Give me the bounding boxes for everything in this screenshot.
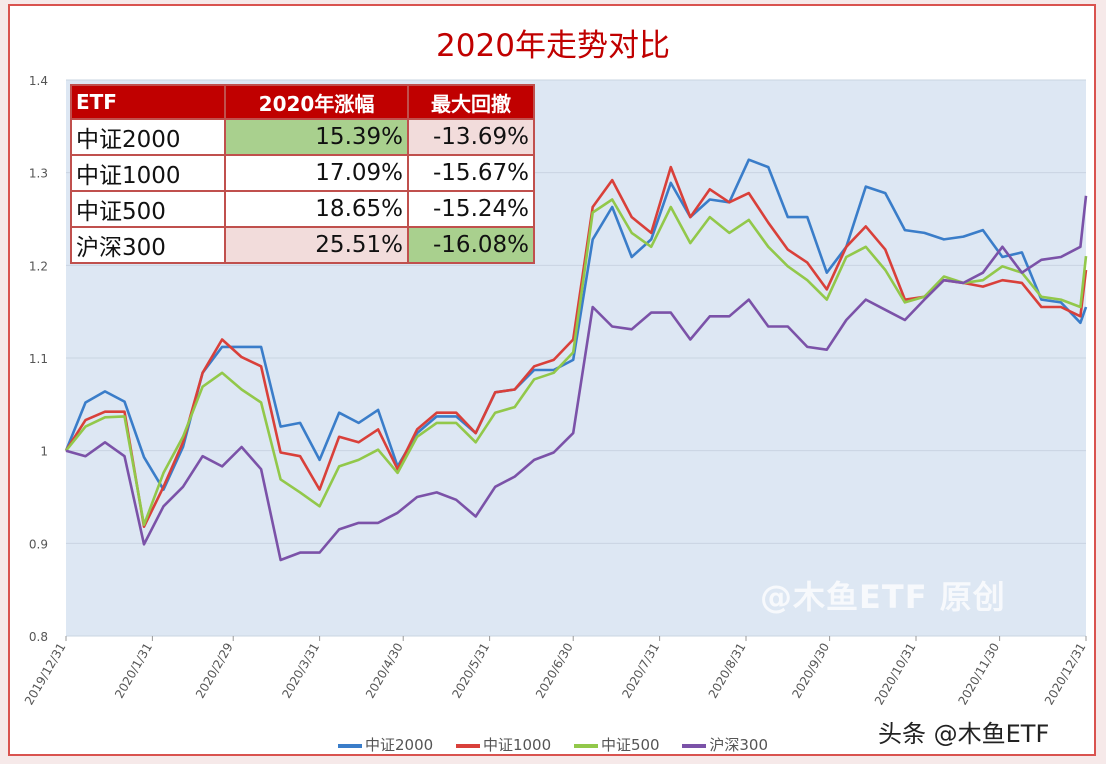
chart-title: 2020年走势对比 xyxy=(436,28,670,64)
y-tick-label: 0.9 xyxy=(29,537,48,551)
drawdown-cell: -15.67% xyxy=(407,154,535,192)
x-tick-label: 2020/12/31 xyxy=(1042,641,1089,708)
y-tick-label: 1.1 xyxy=(29,352,48,366)
legend-swatch xyxy=(338,743,362,748)
drawdown-cell: -15.24% xyxy=(407,190,535,228)
legend-label: 中证2000 xyxy=(365,736,434,754)
etf-name: 中证500 xyxy=(70,190,226,228)
summary-table: ETF 2020年涨幅 最大回撤 中证2000 15.39% -13.69% 中… xyxy=(70,84,535,264)
gain-cell: 15.39% xyxy=(224,118,409,156)
legend-item: 中证1000 xyxy=(455,734,552,755)
legend-item: 中证500 xyxy=(573,734,660,755)
x-tick-label: 2020/2/29 xyxy=(193,641,236,701)
watermark: @木鱼ETF 原创 xyxy=(760,578,1006,616)
drawdown-cell: -16.08% xyxy=(407,226,535,264)
table-row: 中证1000 17.09% -15.67% xyxy=(70,154,535,192)
x-tick-label: 2020/5/31 xyxy=(449,641,492,701)
y-tick-label: 0.8 xyxy=(29,630,48,644)
y-tick-label: 1.2 xyxy=(29,259,48,273)
x-tick-label: 2020/4/30 xyxy=(363,641,406,701)
gain-cell: 18.65% xyxy=(224,190,409,228)
x-tick-label: 2020/3/31 xyxy=(279,641,322,701)
legend-item: 中证2000 xyxy=(338,734,433,755)
gain-cell: 25.51% xyxy=(224,226,409,264)
y-tick-label: 1 xyxy=(40,445,48,459)
header-drawdown: 最大回撤 xyxy=(407,84,535,120)
x-tick-label: 2020/6/30 xyxy=(533,641,576,701)
table-header-row: ETF 2020年涨幅 最大回撤 xyxy=(70,84,535,120)
x-tick-label: 2020/1/31 xyxy=(112,641,155,701)
series-line-中证2000 xyxy=(64,158,1088,491)
x-tick-label: 2020/9/30 xyxy=(789,641,832,701)
series-line-沪深300 xyxy=(65,195,1088,562)
table-row: 中证2000 15.39% -13.69% xyxy=(70,118,535,156)
etf-name: 中证1000 xyxy=(70,154,226,192)
x-tick-label: 2020/11/30 xyxy=(955,641,1002,708)
x-tick-label: 2020/10/31 xyxy=(872,641,919,708)
legend-swatch xyxy=(455,743,480,748)
chart-legend: 中证2000 中证1000 中证500 沪深300 xyxy=(0,734,1106,755)
drawdown-cell: -13.69% xyxy=(407,118,535,156)
y-tick-label: 1.4 xyxy=(29,74,48,88)
legend-swatch xyxy=(573,743,598,748)
brand-label: 头条 @木鱼ETF xyxy=(878,720,1050,748)
legend-label: 中证500 xyxy=(600,736,660,754)
legend-label: 中证1000 xyxy=(482,736,552,754)
header-gain: 2020年涨幅 xyxy=(224,84,409,120)
x-tick-label: 2019/12/31 xyxy=(22,641,69,708)
table-row: 中证500 18.65% -15.24% xyxy=(70,190,535,228)
x-tick-label: 2020/7/31 xyxy=(619,641,662,701)
series-line-中证500 xyxy=(64,198,1088,527)
gain-cell: 17.09% xyxy=(224,154,409,192)
x-tick-label: 2020/8/31 xyxy=(706,641,749,701)
etf-name: 中证2000 xyxy=(70,118,226,156)
legend-swatch xyxy=(682,743,707,748)
y-tick-label: 1.3 xyxy=(29,167,48,181)
legend-item: 沪深300 xyxy=(682,734,768,755)
header-etf: ETF xyxy=(70,84,226,120)
etf-name: 沪深300 xyxy=(70,226,226,264)
legend-label: 沪深300 xyxy=(709,736,768,754)
table-row: 沪深300 25.51% -16.08% xyxy=(70,226,535,264)
